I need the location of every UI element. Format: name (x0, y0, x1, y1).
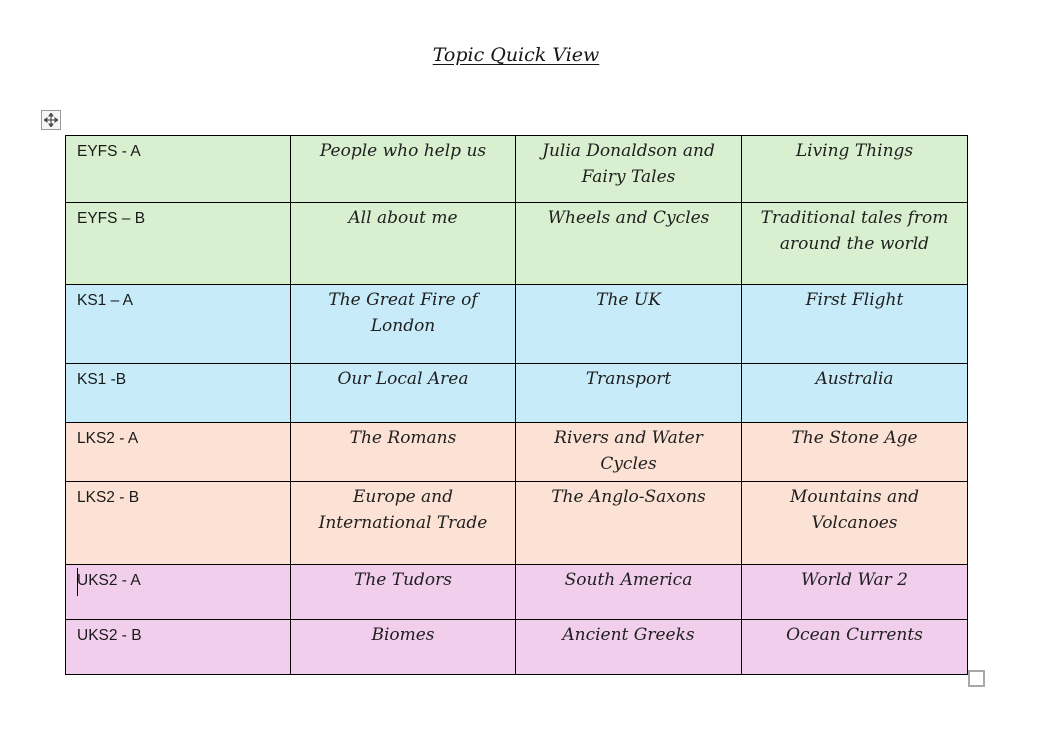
text-cursor-caret (77, 568, 78, 596)
year-group-cell[interactable]: LKS2 - B (65, 481, 291, 565)
topic-cell[interactable]: First Flight (741, 284, 968, 364)
topic-cell[interactable]: Living Things (741, 135, 968, 203)
table-row: LKS2 - B Europe and International Trade … (65, 481, 968, 565)
topic-cell[interactable]: Europe and International Trade (290, 481, 516, 565)
topic-cell[interactable]: Rivers and Water Cycles (515, 422, 742, 482)
year-group-label: UKS2 - A (77, 572, 141, 589)
table-row: EYFS – B All about me Wheels and Cycles … (65, 202, 968, 285)
year-group-cell[interactable]: KS1 – A (65, 284, 291, 364)
topic-text: The Romans (349, 428, 457, 448)
document-title-row: Topic Quick View (65, 44, 967, 66)
year-group-label: EYFS - A (77, 143, 141, 160)
topic-text: The UK (596, 290, 661, 310)
topic-cell[interactable]: The Great Fire of London (290, 284, 516, 364)
topic-quick-view-table: EYFS - A People who help us Julia Donald… (65, 135, 968, 675)
topic-text: Biomes (371, 625, 435, 645)
year-group-cell[interactable]: UKS2 - B (65, 619, 291, 675)
topic-cell[interactable]: Transport (515, 363, 742, 423)
topic-cell[interactable]: Australia (741, 363, 968, 423)
topic-text: Mountains and Volcanoes (790, 487, 919, 533)
year-group-cell[interactable]: LKS2 - A (65, 422, 291, 482)
year-group-label: EYFS – B (77, 210, 146, 227)
table-row: KS1 – A The Great Fire of London The UK … (65, 284, 968, 364)
table-row: UKS2 - A The Tudors South America World … (65, 564, 968, 620)
topic-cell[interactable]: Mountains and Volcanoes (741, 481, 968, 565)
topic-text: Traditional tales from around the world (760, 208, 949, 254)
topic-text: First Flight (805, 290, 904, 310)
topic-text: Julia Donaldson and Fairy Tales (542, 141, 715, 187)
topic-text: Wheels and Cycles (547, 208, 710, 228)
page-title[interactable]: Topic Quick View (432, 44, 600, 66)
topic-cell[interactable]: Ancient Greeks (515, 619, 742, 675)
topic-cell[interactable]: Biomes (290, 619, 516, 675)
topic-text: Living Things (795, 141, 914, 161)
topic-text: The Anglo-Saxons (551, 487, 706, 507)
year-group-cell[interactable]: KS1 -B (65, 363, 291, 423)
table-move-handle[interactable] (41, 110, 61, 130)
topic-text: All about me (348, 208, 458, 228)
topic-text: Ancient Greeks (562, 625, 695, 645)
topic-text: South America (564, 570, 693, 590)
topic-cell[interactable]: The Romans (290, 422, 516, 482)
topic-text: Rivers and Water Cycles (554, 428, 703, 474)
topic-text: Australia (815, 369, 894, 389)
topic-cell[interactable]: Wheels and Cycles (515, 202, 742, 285)
topic-cell[interactable]: The Stone Age (741, 422, 968, 482)
move-icon (44, 113, 58, 127)
topic-cell[interactable]: Our Local Area (290, 363, 516, 423)
year-group-cell[interactable]: EYFS – B (65, 202, 291, 285)
table-resize-handle[interactable] (968, 670, 985, 687)
year-group-cell[interactable]: EYFS - A (65, 135, 291, 203)
topic-cell[interactable]: South America (515, 564, 742, 620)
year-group-label: LKS2 - B (77, 489, 140, 506)
topic-cell[interactable]: People who help us (290, 135, 516, 203)
topic-text: The Stone Age (791, 428, 918, 448)
topic-cell[interactable]: Traditional tales from around the world (741, 202, 968, 285)
topic-cell[interactable]: World War 2 (741, 564, 968, 620)
topic-text: People who help us (319, 141, 487, 161)
topic-cell[interactable]: The Anglo-Saxons (515, 481, 742, 565)
table-row: LKS2 - A The Romans Rivers and Water Cyc… (65, 422, 968, 482)
topic-text: Ocean Currents (786, 625, 923, 645)
year-group-label: UKS2 - B (77, 627, 142, 644)
topic-cell[interactable]: Julia Donaldson and Fairy Tales (515, 135, 742, 203)
topic-text: Europe and International Trade (318, 487, 488, 533)
year-group-label: KS1 -B (77, 371, 127, 388)
table-row: EYFS - A People who help us Julia Donald… (65, 135, 968, 203)
topic-cell[interactable]: Ocean Currents (741, 619, 968, 675)
table-row: UKS2 - B Biomes Ancient Greeks Ocean Cur… (65, 619, 968, 675)
topic-text: Transport (585, 369, 672, 389)
year-group-label: KS1 – A (77, 292, 134, 309)
topic-cell[interactable]: All about me (290, 202, 516, 285)
topic-text: World War 2 (801, 570, 908, 590)
table-row: KS1 -B Our Local Area Transport Australi… (65, 363, 968, 423)
topic-cell[interactable]: The UK (515, 284, 742, 364)
topic-cell[interactable]: The Tudors (290, 564, 516, 620)
year-group-cell[interactable]: UKS2 - A (65, 564, 291, 620)
topic-text: The Tudors (353, 570, 452, 590)
topic-text: Our Local Area (337, 369, 469, 389)
topic-text: The Great Fire of London (328, 290, 478, 336)
year-group-label: LKS2 - A (77, 430, 139, 447)
